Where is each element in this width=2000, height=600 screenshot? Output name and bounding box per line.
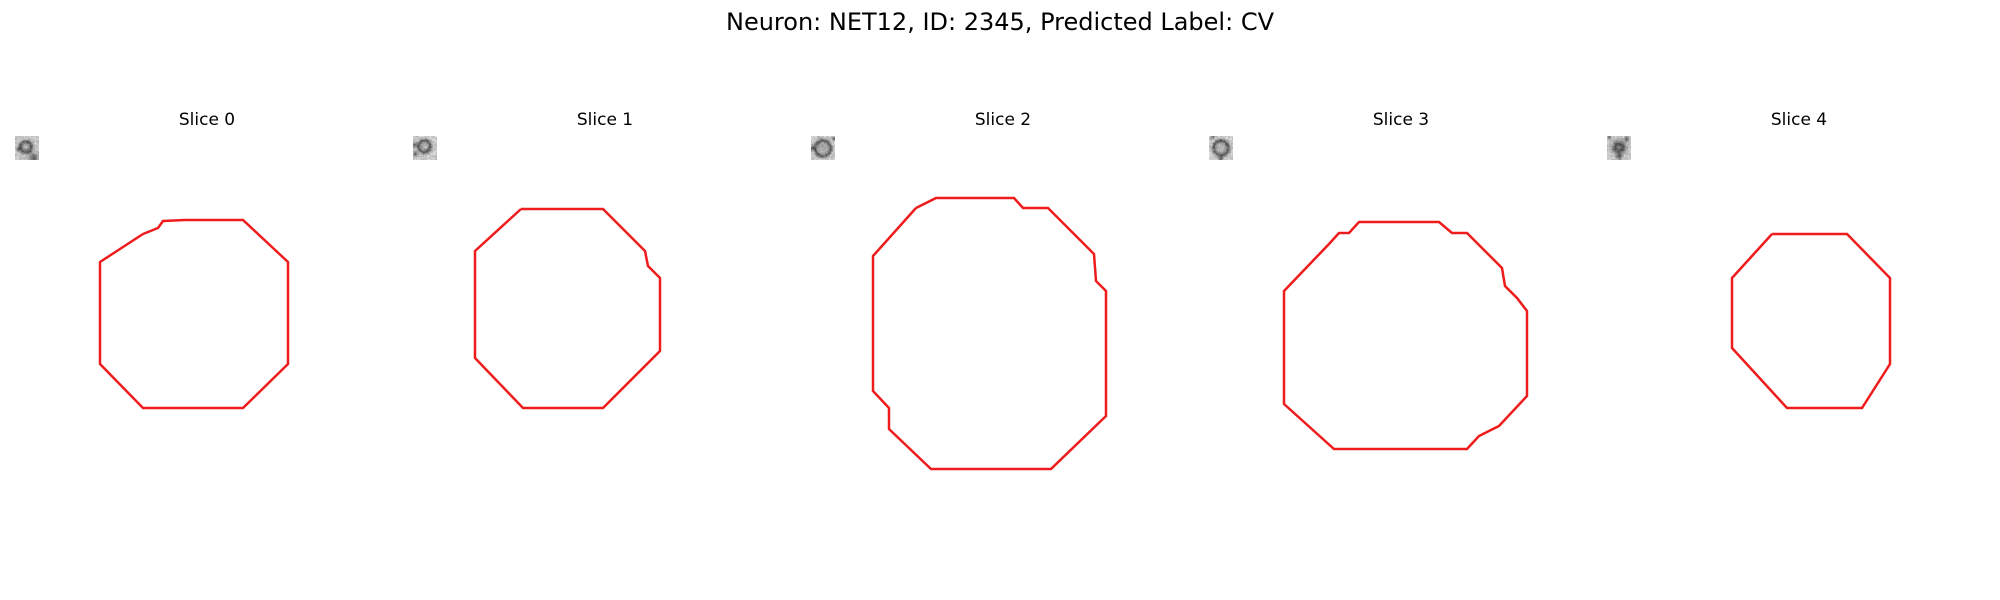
- slice-panel-3: Slice 3: [1209, 108, 1593, 520]
- contour-overlay-4: [1730, 232, 1892, 410]
- slice-title-3: Slice 3: [1372, 110, 1430, 130]
- contour-3: [1282, 220, 1529, 451]
- slice-title-1: Slice 1: [576, 110, 634, 130]
- slice-panel-2: Slice 2: [811, 108, 1195, 520]
- slice-image-1: [413, 136, 797, 520]
- slice-panel-1: Slice 1: [413, 108, 797, 520]
- grayscale-image-0: [15, 136, 39, 160]
- contour-0: [98, 218, 290, 410]
- slice-panel-4: Slice 4: [1607, 108, 1991, 520]
- slice-panel-0: Slice 0: [15, 108, 399, 520]
- contour-overlay-2: [871, 196, 1108, 471]
- slice-title-2: Slice 2: [974, 110, 1032, 130]
- slice-image-0: [15, 136, 399, 520]
- grayscale-image-4: [1607, 136, 1631, 160]
- contour-1: [473, 207, 662, 410]
- contour-overlay-0: [98, 218, 290, 410]
- slice-image-3: [1209, 136, 1593, 520]
- contour-4: [1730, 232, 1892, 410]
- contour-overlay-1: [473, 207, 662, 410]
- slice-title-4: Slice 4: [1770, 110, 1828, 130]
- grayscale-image-2: [811, 136, 835, 160]
- slice-image-4: [1607, 136, 1991, 520]
- figure-title: Neuron: NET12, ID: 2345, Predicted Label…: [726, 8, 1274, 36]
- contour-overlay-3: [1282, 220, 1529, 451]
- contour-2: [871, 196, 1108, 471]
- slice-title-0: Slice 0: [178, 110, 236, 130]
- grayscale-image-3: [1209, 136, 1233, 160]
- grayscale-image-1: [413, 136, 437, 160]
- slice-image-2: [811, 136, 1195, 520]
